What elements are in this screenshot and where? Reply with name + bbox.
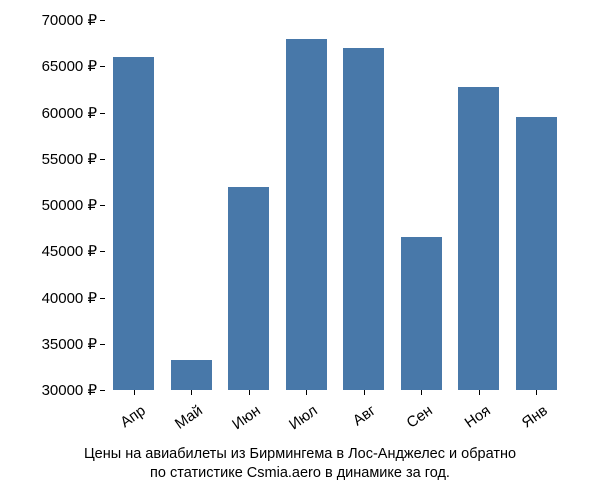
x-tick-label: Июл	[286, 402, 321, 433]
x-tick-label: Апр	[117, 402, 148, 431]
chart-caption: Цены на авиабилеты из Бирмингема в Лос-А…	[20, 445, 580, 484]
x-tick-mark	[479, 390, 480, 395]
x-tick-label: Янв	[519, 402, 551, 431]
y-tick-label: 70000 ₽	[42, 11, 97, 29]
x-axis: Апр Май Июн Июл Авг Сен Ноя Янв	[105, 390, 565, 450]
bars-group	[105, 20, 565, 390]
plot-area	[105, 20, 565, 390]
x-tick-mark	[134, 390, 135, 395]
y-tick-label: 30000 ₽	[42, 381, 97, 399]
bar	[113, 57, 154, 390]
x-tick-mark	[364, 390, 365, 395]
x-tick-label: Авг	[350, 402, 379, 429]
x-tick-label: Ноя	[461, 402, 493, 432]
caption-line-1: Цены на авиабилеты из Бирмингема в Лос-А…	[20, 445, 580, 465]
caption-line-2: по статистике Csmia.aero в динамике за г…	[20, 464, 580, 484]
bar	[171, 360, 212, 390]
x-tick-mark	[536, 390, 537, 395]
bar	[286, 39, 327, 391]
x-tick-label: Июн	[229, 402, 264, 433]
y-tick-label: 40000 ₽	[42, 289, 97, 307]
y-tick-label: 65000 ₽	[42, 57, 97, 75]
y-tick-label: 35000 ₽	[42, 335, 97, 353]
bar	[401, 237, 442, 390]
x-tick-mark	[421, 390, 422, 395]
x-tick-mark	[191, 390, 192, 395]
y-tick-label: 60000 ₽	[42, 104, 97, 122]
bar	[516, 117, 557, 390]
bar	[228, 187, 269, 391]
bar	[458, 87, 499, 390]
bar	[343, 48, 384, 390]
x-tick-mark	[249, 390, 250, 395]
y-tick-label: 55000 ₽	[42, 150, 97, 168]
y-tick-label: 45000 ₽	[42, 242, 97, 260]
y-axis: 30000 ₽35000 ₽40000 ₽45000 ₽50000 ₽55000…	[20, 20, 105, 390]
x-tick-label: Сен	[404, 402, 436, 432]
x-tick-label: Май	[172, 402, 206, 433]
y-tick-label: 50000 ₽	[42, 196, 97, 214]
x-tick-mark	[306, 390, 307, 395]
price-bar-chart: 30000 ₽ 35000 ₽ 40000 ₽ 45000 ₽ 50000 ₽ 55000…	[20, 10, 580, 490]
